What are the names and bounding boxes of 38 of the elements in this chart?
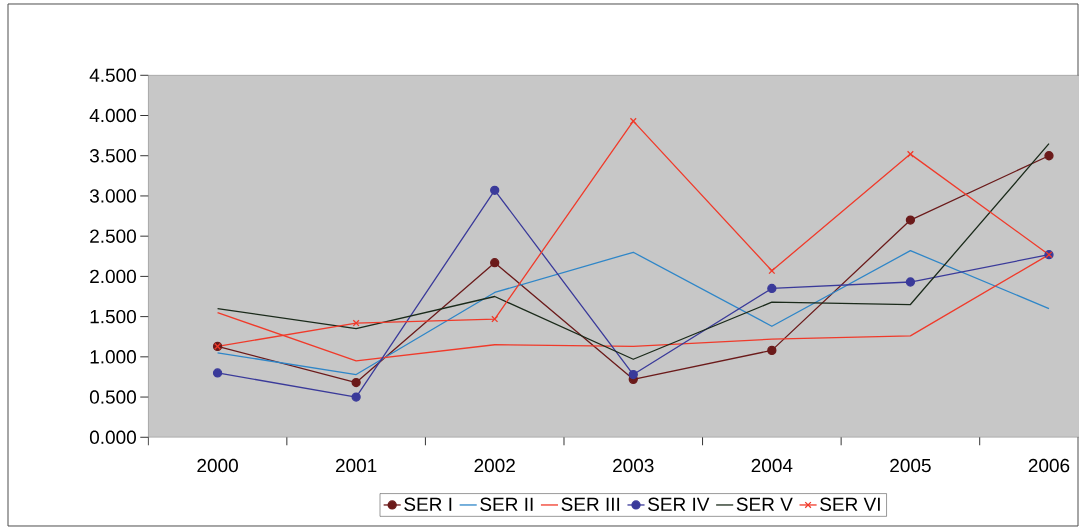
y-tick-label: 2.500 bbox=[90, 229, 136, 243]
legend-label: SER III bbox=[561, 497, 620, 512]
point bbox=[629, 117, 637, 125]
y-tick-label: 0.500 bbox=[89, 390, 136, 404]
point bbox=[628, 369, 638, 380]
y-tick-label: 3.000 bbox=[89, 189, 136, 203]
point bbox=[491, 315, 499, 323]
point bbox=[767, 345, 777, 356]
x-tick-label: 2006 bbox=[1028, 458, 1070, 473]
y-tick-label: 4.000 bbox=[89, 108, 136, 123]
x-tick-label: 2003 bbox=[613, 458, 654, 473]
legend-label: SER II bbox=[480, 497, 533, 512]
x-tick-label: 2002 bbox=[474, 458, 515, 473]
point bbox=[351, 377, 361, 388]
x-tick-label: 2000 bbox=[197, 458, 238, 473]
x-tick-label: 2001 bbox=[335, 458, 377, 473]
point bbox=[767, 283, 777, 294]
y-tick-label: 3.500 bbox=[89, 149, 136, 163]
y-tick-label: 1.000 bbox=[90, 350, 136, 364]
point bbox=[905, 215, 916, 225]
point bbox=[905, 277, 916, 287]
y-tick-label: 1.500 bbox=[90, 309, 136, 324]
point bbox=[490, 258, 500, 268]
y-tick-label: 0.000 bbox=[89, 430, 136, 445]
x-tick-label: 2005 bbox=[890, 458, 931, 473]
legend-label: SER IV bbox=[648, 497, 710, 512]
legend-label: SER VI bbox=[820, 497, 880, 512]
point bbox=[212, 368, 223, 378]
point bbox=[351, 392, 361, 402]
point bbox=[1044, 151, 1054, 161]
x-tick-label: 2004 bbox=[751, 458, 793, 473]
y-tick-label: 4.500 bbox=[89, 68, 136, 83]
legend-label: SER I bbox=[404, 497, 452, 512]
y-tick-label: 2.000 bbox=[90, 269, 136, 284]
point bbox=[906, 150, 914, 158]
point bbox=[490, 185, 500, 195]
point bbox=[768, 267, 776, 275]
legend-label: SER V bbox=[736, 497, 793, 512]
